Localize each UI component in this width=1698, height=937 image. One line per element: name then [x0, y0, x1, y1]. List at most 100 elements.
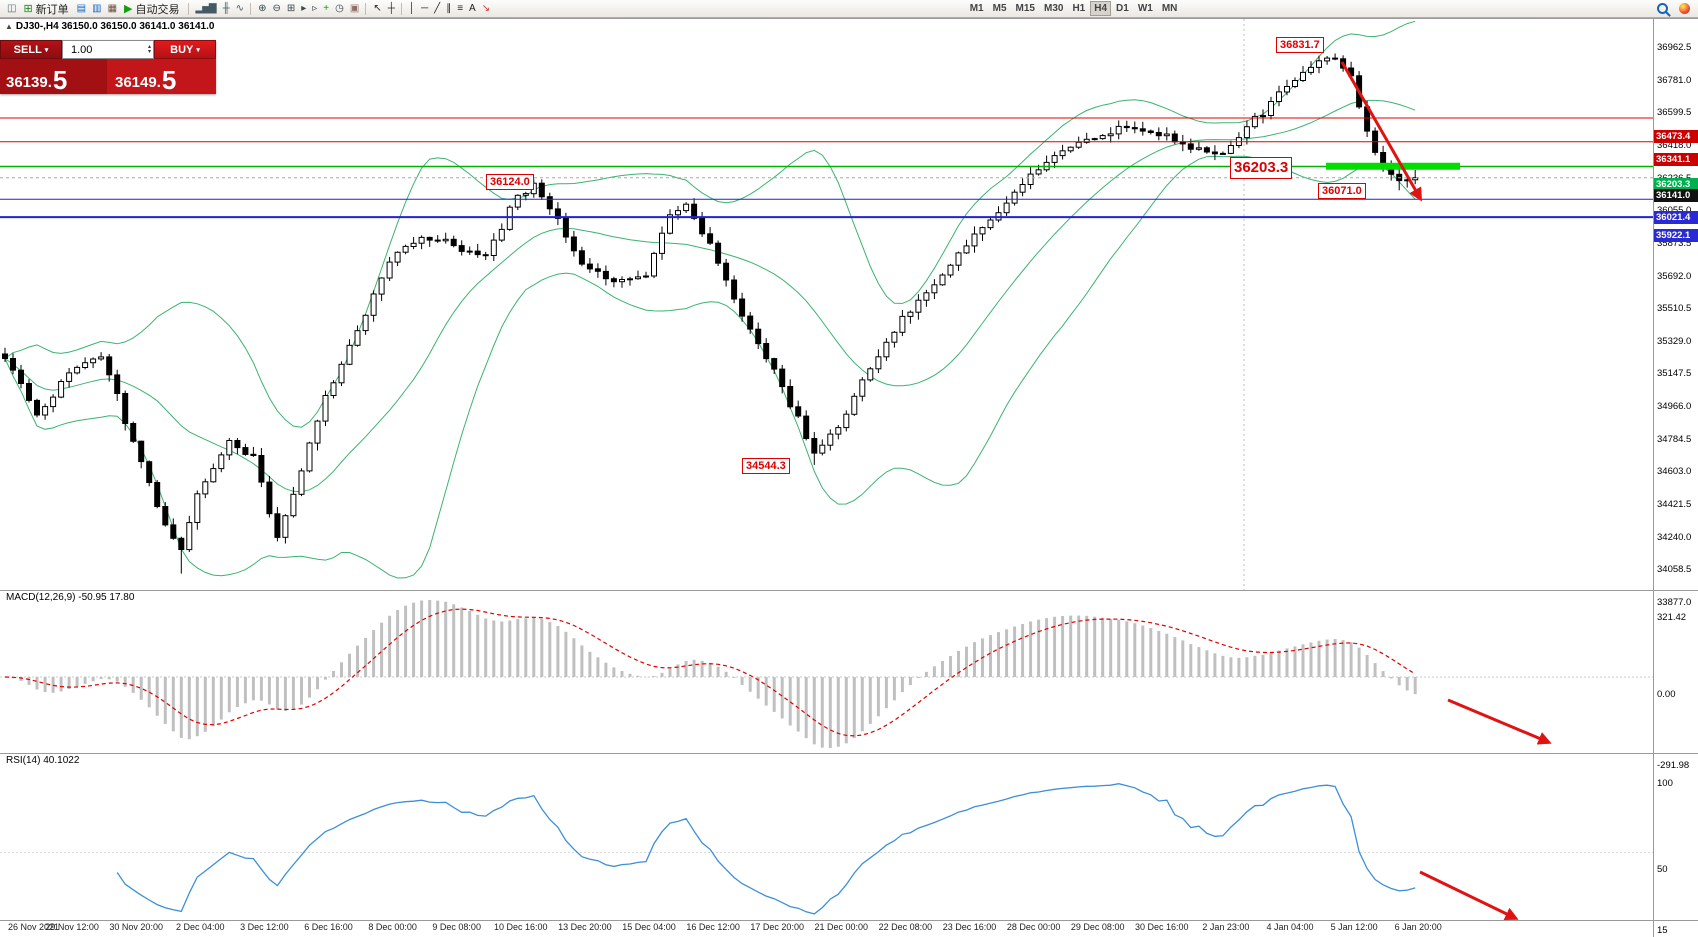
- time-axis-label: 28 Dec 00:00: [1006, 922, 1061, 932]
- trend-arrow-1[interactable]: [1340, 61, 1423, 202]
- candle: [755, 328, 762, 345]
- price-axis-label: 34240.0: [1657, 531, 1692, 543]
- candle: [426, 236, 433, 241]
- candle: [819, 444, 826, 454]
- bar-chart-icon[interactable]: ▂▅▇: [195, 2, 217, 14]
- candle: [1067, 146, 1074, 152]
- sell-button[interactable]: SELL ▾: [0, 40, 62, 59]
- candle: [651, 252, 657, 277]
- candle: [586, 263, 593, 270]
- price-tag-36203.3: 36203.3: [1654, 178, 1698, 191]
- price-annotation-36071.0[interactable]: 36071.0: [1318, 183, 1366, 200]
- trend-arrow-2[interactable]: [1447, 698, 1552, 745]
- chart-window-icon[interactable]: ◫: [7, 2, 16, 14]
- time-axis-label: 2 Jan 23:00: [1202, 922, 1250, 932]
- macd-axis-label: -291.98: [1657, 760, 1690, 771]
- price-annotation-36831.7[interactable]: 36831.7: [1276, 37, 1324, 54]
- timeframe-mn-button[interactable]: MN: [1161, 3, 1178, 14]
- zoom-in-icon[interactable]: ⊕: [258, 2, 266, 14]
- candle: [258, 455, 265, 483]
- rsi-indicator-panel[interactable]: [0, 783, 1653, 915]
- candle: [1187, 143, 1194, 150]
- price-tag-36341.1: 36341.1: [1654, 153, 1698, 167]
- time-axis-label: 30 Nov 20:00: [109, 922, 163, 932]
- panel-separators: [0, 18, 1698, 937]
- candle: [242, 447, 249, 455]
- lot-up-icon[interactable]: ▴: [147, 43, 151, 50]
- chart-shift-icon[interactable]: ▹: [312, 2, 317, 14]
- time-axis-label: 16 Dec 12:00: [686, 922, 740, 932]
- crosshair-icon[interactable]: ┼: [387, 2, 395, 14]
- timeframe-m5-button[interactable]: M5: [992, 3, 1007, 14]
- candle: [779, 368, 786, 388]
- templates-icon[interactable]: ▣: [349, 2, 359, 14]
- sell-caret-icon: ▾: [44, 46, 49, 54]
- candle: [250, 453, 257, 456]
- timeframe-h4-button[interactable]: H4: [1090, 1, 1112, 16]
- timeframe-d1-button[interactable]: D1: [1116, 3, 1129, 14]
- candle: [1332, 57, 1339, 60]
- timeframe-m30-button[interactable]: M30: [1043, 3, 1064, 14]
- price-annotation-34544.3[interactable]: 34544.3: [742, 458, 790, 475]
- market-watch-icon[interactable]: ▥: [92, 2, 101, 14]
- candle: [803, 415, 810, 440]
- timeframe-h1-button[interactable]: H1: [1072, 3, 1086, 14]
- fibonacci-icon[interactable]: ≡: [457, 2, 463, 14]
- lot-size-input[interactable]: 1.00 ▴ ▾: [62, 40, 154, 59]
- timeframe-w1-button[interactable]: W1: [1137, 3, 1153, 14]
- cursor-icon[interactable]: ↖: [373, 2, 381, 14]
- candle: [378, 277, 385, 295]
- main-chart-panel[interactable]: [0, 19, 1653, 590]
- periods-icon[interactable]: ◷: [335, 2, 344, 14]
- candle: [1107, 133, 1114, 137]
- price-annotation-36124.0[interactable]: 36124.0: [486, 174, 534, 191]
- candle: [867, 368, 874, 381]
- candle: [314, 420, 321, 444]
- timeframe-m15-button[interactable]: M15: [1015, 3, 1035, 14]
- terminal-icon[interactable]: ▦: [107, 2, 117, 14]
- candle: [1019, 184, 1026, 193]
- rsi-line: [116, 783, 1416, 915]
- vertical-line-icon[interactable]: │: [408, 2, 415, 14]
- candle: [306, 442, 313, 472]
- candle: [370, 293, 377, 316]
- price-axis[interactable]: 36962.536781.036599.536418.036236.536055…: [1654, 18, 1698, 937]
- auto-trading-button[interactable]: ▶ 自动交易: [124, 3, 180, 16]
- line-chart-icon[interactable]: ∿: [235, 2, 244, 14]
- candle: [827, 433, 834, 446]
- candle: [570, 236, 577, 252]
- price-axis-label: 35147.5: [1657, 368, 1692, 380]
- macd-indicator-panel[interactable]: [0, 600, 1653, 748]
- indicators-icon[interactable]: +: [323, 2, 329, 14]
- notification-icon[interactable]: [1679, 3, 1691, 14]
- price-annotation-36203.3[interactable]: 36203.3: [1230, 157, 1293, 179]
- candlestick-chart-icon[interactable]: ╫: [222, 2, 230, 14]
- new-order-button-icon: ⊞: [23, 3, 33, 15]
- candle: [226, 440, 233, 456]
- lot-down-icon[interactable]: ▾: [147, 48, 151, 55]
- candle: [362, 314, 369, 332]
- horizontal-line-icon[interactable]: ─: [421, 2, 428, 14]
- rsi-label: RSI(14) 40.1022: [6, 755, 80, 766]
- new-order-button[interactable]: ⊞ 新订单: [23, 3, 69, 16]
- auto-scroll-icon[interactable]: ▸: [301, 2, 306, 14]
- candle: [74, 366, 81, 374]
- channel-icon[interactable]: ∥: [446, 2, 451, 14]
- buy-button[interactable]: BUY ▾: [154, 40, 216, 59]
- arrows-tool-icon[interactable]: ↘: [481, 2, 490, 14]
- candle: [899, 315, 906, 333]
- tile-windows-icon[interactable]: ⊞: [286, 2, 295, 14]
- zoom-out-icon[interactable]: ⊖: [272, 2, 280, 14]
- candle: [162, 506, 169, 526]
- candle: [610, 278, 617, 283]
- charts-grid-icon[interactable]: ▤: [76, 2, 86, 14]
- candle: [538, 182, 545, 198]
- timeframe-m1-button[interactable]: M1: [969, 3, 984, 14]
- trend-arrow-3[interactable]: [1419, 870, 1519, 920]
- trendline-icon[interactable]: ╱: [434, 2, 440, 14]
- collapse-panel-icon[interactable]: ▲: [5, 22, 13, 31]
- search-icon[interactable]: [1657, 3, 1669, 14]
- candle: [1163, 133, 1170, 137]
- text-tool-icon[interactable]: A: [469, 2, 476, 14]
